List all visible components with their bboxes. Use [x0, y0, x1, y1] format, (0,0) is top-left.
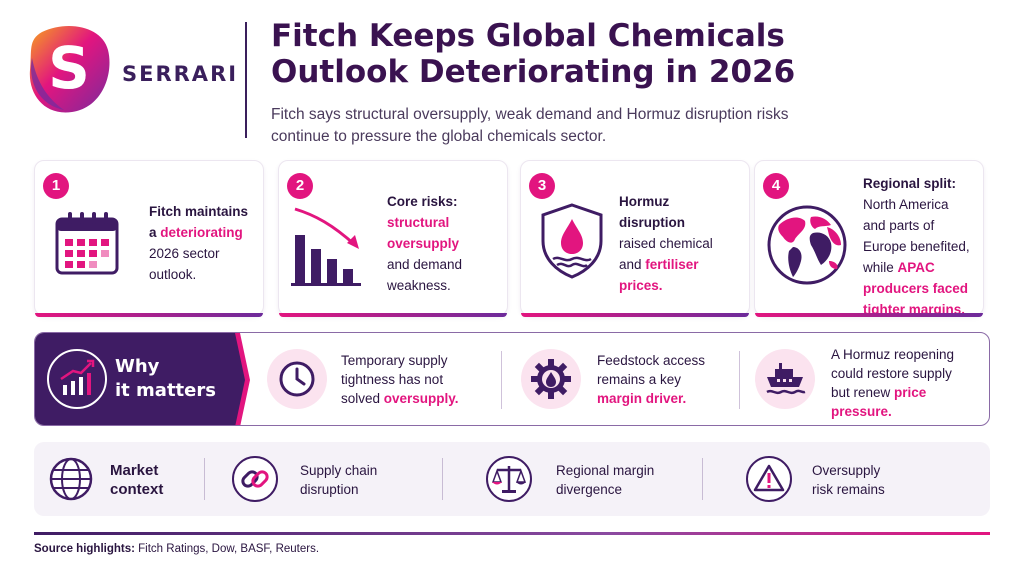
why-item-icon-bg	[755, 349, 815, 409]
why-separator	[739, 351, 740, 409]
market-item-icon-bg	[486, 456, 532, 502]
card-number: 4	[763, 173, 789, 199]
page-title: Fitch Keeps Global Chemicals Outlook Det…	[271, 18, 991, 90]
card-text: Fitch maintains a deteriorating 2026 sec…	[149, 204, 249, 282]
card-accent-bar	[521, 313, 749, 317]
source-highlights: Source highlights: Fitch Ratings, Dow, B…	[34, 543, 320, 555]
footer-divider	[34, 532, 990, 535]
why-icon-ring	[47, 349, 107, 409]
subtitle-line-1: Fitch says structural oversupply, weak d…	[271, 106, 789, 123]
market-title: Market context	[110, 462, 164, 498]
page-subtitle: Fitch says structural oversupply, weak d…	[271, 104, 871, 148]
clock-icon	[279, 361, 315, 397]
oil-drop-shield-icon	[541, 203, 603, 279]
card-text: Hormuz disruption raised chemical and fe…	[619, 194, 713, 293]
card-accent-bar	[279, 313, 507, 317]
svg-text:S: S	[48, 34, 90, 102]
globe-map-icon	[767, 205, 847, 285]
title-line-2: Outlook Deteriorating in 2026	[271, 54, 796, 90]
declining-bar-chart-icon	[291, 207, 361, 286]
market-separator	[204, 458, 205, 500]
ship-icon	[766, 363, 806, 395]
title-line-1: Fitch Keeps Global Chemicals	[271, 18, 785, 54]
growth-chart-icon	[60, 359, 95, 395]
subtitle-line-2: continue to pressure the global chemical…	[271, 128, 607, 145]
warning-triangle-icon	[753, 464, 785, 492]
why-item-text: A Hormuz reopening could restore supply …	[831, 347, 955, 419]
globe-grid-icon	[49, 457, 93, 501]
why-title: Why it matters	[115, 356, 216, 401]
market-separator	[442, 458, 443, 500]
card-text: Core risks: structural oversupply and de…	[387, 194, 463, 293]
market-item-text: Supply chain disruption	[300, 463, 378, 497]
why-item-text: Feedstock access remains a key margin dr…	[597, 353, 706, 406]
header-divider	[245, 22, 247, 138]
serrari-logo: S	[22, 22, 118, 118]
why-item-text: Temporary supply tightness has not solve…	[341, 353, 459, 406]
market-separator	[702, 458, 703, 500]
why-item-icon-bg	[267, 349, 327, 409]
balance-scale-icon	[491, 466, 527, 493]
why-item-icon-bg	[521, 349, 581, 409]
card-number: 3	[529, 173, 555, 199]
market-context-panel: Market context Supply chain disruption R…	[34, 442, 990, 516]
calendar-icon	[55, 212, 119, 275]
serrari-s-logo-icon: S	[29, 26, 110, 113]
broken-chain-icon	[241, 470, 269, 488]
market-item-text: Oversupply risk remains	[812, 463, 885, 497]
card-number: 2	[287, 173, 313, 199]
market-item-icon-bg	[746, 456, 792, 502]
card-accent-bar	[755, 313, 983, 317]
card-regional-split: 4 Regional split: North America and part…	[754, 160, 984, 317]
brand-name: SERRARI	[122, 62, 239, 86]
gear-drop-icon	[531, 359, 571, 399]
card-core-risks: 2 Core risks: structural oversupply and …	[278, 160, 508, 317]
market-item-text: Regional margin divergence	[556, 463, 655, 497]
why-separator	[501, 351, 502, 409]
why-it-matters-panel: Why it matters Temporary supply tightnes…	[34, 332, 990, 426]
market-item-icon-bg	[232, 456, 278, 502]
card-accent-bar	[35, 313, 263, 317]
card-hormuz: 3 Hormuz disruption raised chemical and …	[520, 160, 750, 317]
card-outlook: 1 Fitch maintains a deteriorating 2026 s…	[34, 160, 264, 317]
card-text: Regional split: North America and parts …	[863, 176, 970, 317]
card-number: 1	[43, 173, 69, 199]
